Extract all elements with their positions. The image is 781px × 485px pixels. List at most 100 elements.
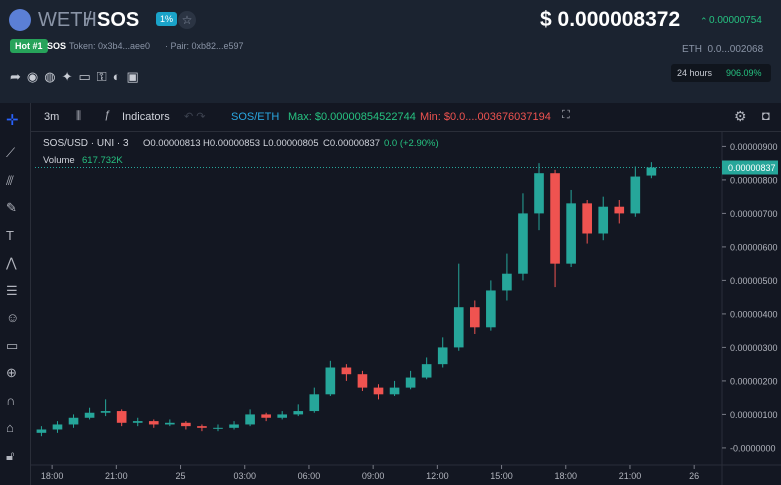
fee-badge: 1% — [156, 12, 178, 26]
candle-body — [68, 417, 79, 425]
legend-change: 0.0 (+2.90%) — [384, 138, 439, 149]
candle-body — [453, 307, 464, 348]
candle-body — [518, 213, 528, 274]
candle-body — [614, 206, 625, 214]
x-tick-label: 15:00 — [490, 471, 513, 481]
screenshot[interactable]: ◘ — [762, 108, 770, 123]
candle-body — [277, 414, 288, 418]
chart-symbol: SOS/USD · UNI · 3 — [43, 138, 129, 149]
settings[interactable]: ⚙ — [734, 108, 747, 124]
candle-body — [181, 422, 191, 427]
candle-body — [132, 421, 143, 423]
candle-body — [261, 414, 271, 418]
price-tag: 0.00000837 — [728, 163, 776, 173]
quote-pair[interactable]: SOS/ETH — [231, 111, 280, 123]
y-tick-label: 0.00000800 — [730, 175, 778, 185]
candle-body — [389, 387, 400, 395]
candle-body — [245, 414, 255, 425]
candle-body — [598, 206, 609, 234]
y-tick-label: 0.00000100 — [730, 410, 778, 420]
candle-body — [357, 374, 368, 388]
period-box — [671, 64, 771, 82]
price-chart: SOS/USD · UNI · 3 O0.00000813 H0.0000085… — [30, 131, 781, 485]
candle-body — [165, 422, 175, 425]
x-tick-label: 25 — [176, 471, 186, 481]
candle-body — [84, 412, 95, 418]
y-tick-label: 0.00000500 — [730, 276, 778, 286]
candle-body — [405, 377, 416, 388]
crosshair-tool[interactable]: ✛ — [6, 112, 19, 129]
volume-value: 617.732K — [82, 155, 123, 166]
social-links[interactable]: ➦◉◍✦▭⚿◐▣ — [10, 69, 145, 84]
y-tick-label: 0.00000700 — [730, 209, 778, 219]
base-token: WETH — [38, 9, 97, 31]
x-tick-label: 21:00 — [619, 471, 642, 481]
candle-body — [341, 367, 352, 375]
candle-body — [293, 411, 304, 415]
candle-style[interactable]: ⫼ — [76, 110, 82, 122]
indicators[interactable]: Indicators — [122, 111, 170, 123]
quote-token: SOS — [97, 9, 140, 31]
period-change: 906.09% — [726, 68, 762, 78]
candle-body — [100, 411, 111, 413]
tool-icons[interactable]: ⟋ ⫻ ✎ T ⋀ ☰ ☺ ▭ ⊕ ∩ ⌂ 🔓︎ — [6, 145, 20, 463]
x-tick-label: 12:00 — [426, 471, 449, 481]
candle-body — [566, 203, 576, 264]
y-tick-label: 0.00000600 — [730, 242, 778, 252]
price-tag-box — [722, 160, 778, 175]
candle-body — [421, 364, 432, 378]
candle-body — [373, 387, 384, 395]
candle-body — [52, 424, 63, 430]
legend-low: L0.00000805 — [263, 138, 318, 149]
drawing-tools: ✛ ⟋ ⫻ ✎ T ⋀ ☰ ☺ ▭ ⊕ ∩ ⌂ 🔓︎ — [0, 103, 31, 485]
eth-price: ETH 0.0...002068 — [682, 44, 764, 55]
separator: / — [86, 9, 92, 31]
x-tick-label: 06:00 — [298, 471, 321, 481]
chart-toolbar: 3m ⫼ ƒ Indicators ↶ ↷ SOS/ETH Max: $0.00… — [0, 103, 781, 132]
y-tick-label: -0.0000000 — [730, 443, 776, 453]
candle-body — [486, 290, 496, 328]
token-address[interactable]: Token: 0x3b4...aee0 — [69, 41, 151, 51]
y-tick-label: 0.00000200 — [730, 376, 778, 386]
x-tick-label: 18:00 — [555, 471, 578, 481]
token-logo — [9, 9, 31, 31]
y-tick-label: 0.00000400 — [730, 309, 778, 319]
candle-body — [116, 411, 127, 423]
candle-body — [36, 429, 47, 433]
favorite-button[interactable]: ☆ — [178, 11, 196, 29]
symbol: SOS — [47, 41, 67, 51]
x-tick-label: 09:00 — [362, 471, 385, 481]
candle-body — [197, 426, 207, 428]
x-tick-label: 26 — [689, 471, 699, 481]
candle-body — [502, 273, 512, 291]
legend-close: C0.00000837 — [323, 138, 380, 149]
min-price: Min: $0.0....003676037194 — [420, 111, 551, 123]
volume-label: Volume — [43, 155, 75, 166]
period: 24 hours — [677, 68, 713, 78]
y-tick-label: 0.00000300 — [730, 343, 778, 353]
pair-header: WETH / SOS 1% ☆ Hot #1 SOS Token: 0x3b4.… — [0, 0, 781, 103]
max-price: Max: $0.00000854522744 — [288, 111, 416, 123]
candle-body — [630, 176, 641, 214]
candle-body — [469, 307, 480, 328]
price-change: 0.00000754 — [709, 15, 762, 26]
legend-open: O0.00000813 — [143, 138, 201, 149]
y-tick-label: 0.00000900 — [730, 142, 778, 152]
pair-address[interactable]: · Pair: 0xb82...e597 — [165, 41, 244, 51]
candle-body — [534, 173, 544, 214]
x-tick-label: 18:00 — [41, 471, 64, 481]
interval[interactable]: 3m — [44, 111, 60, 123]
candle-body — [148, 421, 159, 425]
undo-redo[interactable]: ↶ ↷ — [184, 111, 206, 123]
fx-icon: ƒ — [104, 109, 111, 121]
price: $ 0.000008372 — [540, 8, 681, 31]
legend-high: H0.00000853 — [203, 138, 260, 149]
fullscreen[interactable]: ⛶ — [562, 109, 570, 121]
x-tick-label: 21:00 — [105, 471, 128, 481]
x-tick-label: 03:00 — [233, 471, 256, 481]
candle-body — [213, 427, 223, 429]
candle-body — [325, 367, 336, 395]
candle-body — [229, 424, 239, 428]
candle-body — [646, 167, 657, 176]
candle-body — [550, 173, 560, 264]
